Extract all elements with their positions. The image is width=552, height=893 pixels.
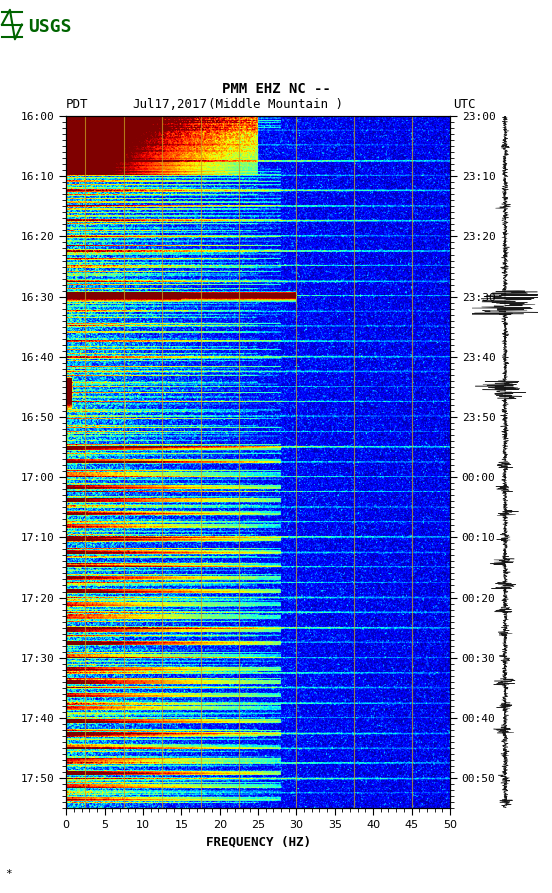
- Text: PDT: PDT: [66, 97, 89, 111]
- Text: (Middle Mountain ): (Middle Mountain ): [209, 97, 343, 111]
- Text: USGS: USGS: [28, 18, 71, 36]
- Text: UTC: UTC: [453, 97, 475, 111]
- Text: *: *: [6, 869, 12, 879]
- Text: PMM EHZ NC --: PMM EHZ NC --: [221, 82, 331, 96]
- Text: Jul17,2017: Jul17,2017: [132, 97, 208, 111]
- X-axis label: FREQUENCY (HZ): FREQUENCY (HZ): [205, 836, 311, 848]
